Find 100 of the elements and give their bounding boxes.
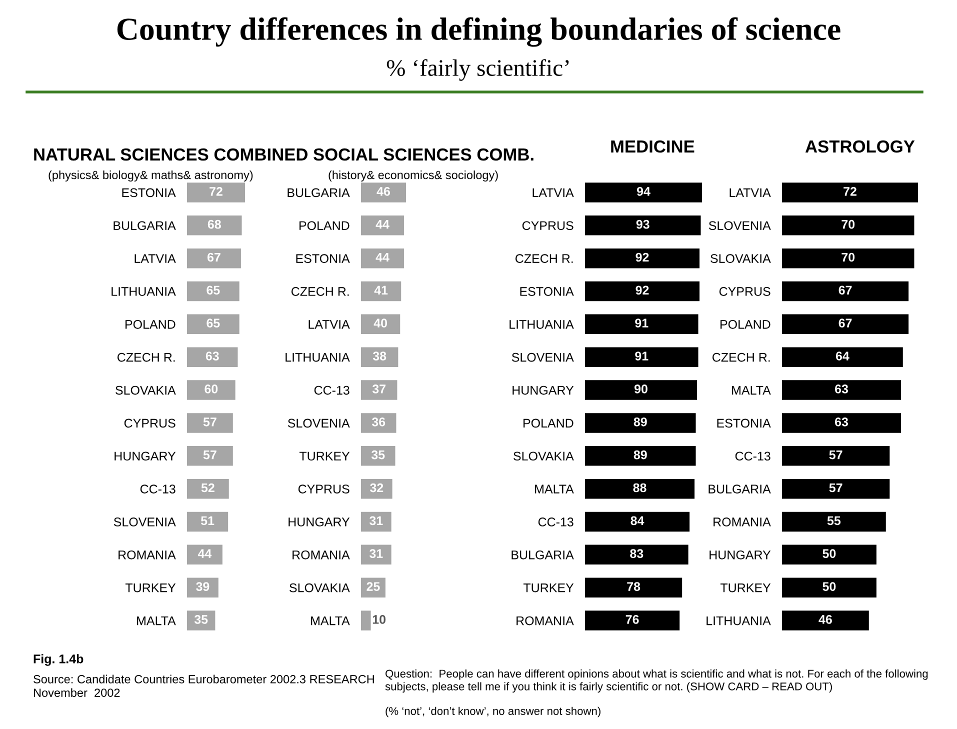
data-label: 63 <box>206 352 219 360</box>
y-tick-label: ROMANIA <box>118 550 176 560</box>
chart-title: NATURAL SCIENCES COMBINED <box>34 148 308 161</box>
y-tick-label: HUNGARY <box>114 452 176 461</box>
data-label: 84 <box>630 516 644 526</box>
data-label: 31 <box>370 549 383 558</box>
data-label: 44 <box>376 252 390 262</box>
bar <box>782 380 901 400</box>
y-tick-label: POLAND <box>720 320 770 329</box>
bar <box>782 314 909 334</box>
y-tick-label: CC-13 <box>538 518 574 526</box>
bar <box>187 478 229 499</box>
y-tick-label: BULGARIA <box>512 550 574 560</box>
bar <box>585 578 682 598</box>
data-label: 40 <box>374 318 388 328</box>
chart-title: MEDICINE <box>611 140 694 153</box>
data-label: 60 <box>204 384 218 394</box>
bar <box>782 216 914 236</box>
bar <box>187 314 240 334</box>
y-tick-label: POLAND <box>524 418 574 428</box>
data-label: 68 <box>208 220 221 229</box>
source-note: Source: Candidate Countries Eurobarometer 2002.3 RESEARCH November 2002 <box>34 674 374 697</box>
data-label: 57 <box>829 483 842 492</box>
bar <box>361 347 398 367</box>
data-label: 89 <box>634 450 647 460</box>
y-tick-label: ROMANIA <box>292 550 350 560</box>
data-label: 72 <box>844 186 856 196</box>
data-label: 72 <box>210 186 222 196</box>
bar <box>782 347 903 367</box>
data-label: 44 <box>198 549 212 558</box>
y-tick-label: LATVIA <box>308 320 350 329</box>
data-label: 92 <box>636 252 649 262</box>
y-tick-label: LITHUANIA <box>706 616 771 626</box>
chart-title: SOCIAL SCIENCES COMB. <box>314 148 534 161</box>
y-tick-label: CYPRUS <box>522 221 574 230</box>
y-tick-label: HUNGARY <box>710 550 771 560</box>
bar <box>585 544 688 565</box>
bar <box>187 413 233 433</box>
data-label: 88 <box>633 483 646 492</box>
y-tick-label: SLOVAKIA <box>514 452 574 461</box>
caption: Fig. 1.4b <box>34 654 84 666</box>
y-tick-label: CZECH R. <box>515 254 573 263</box>
y-tick-label: ROMANIA <box>516 616 574 626</box>
y-tick-label: HUNGARY <box>512 386 574 395</box>
data-label: 63 <box>835 384 848 394</box>
data-label: 51 <box>200 516 214 526</box>
data-label: 67 <box>207 252 220 262</box>
data-label: 35 <box>371 450 385 460</box>
bar <box>361 281 402 302</box>
y-tick-label: TURKEY <box>720 584 771 592</box>
y-tick-label: POLAND <box>126 320 176 329</box>
y-tick-label: SLOVENIA <box>708 221 771 230</box>
data-label: 46 <box>376 186 390 196</box>
y-tick-label: LATVIA <box>730 188 771 197</box>
bar <box>782 578 876 598</box>
y-tick-label: LITHUANIA <box>286 353 350 362</box>
bar <box>585 347 698 367</box>
y-tick-label: CC-13 <box>735 452 770 461</box>
y-tick-label: TURKEY <box>125 584 176 592</box>
y-tick-label: BULGARIA <box>114 221 176 230</box>
data-label: 89 <box>634 417 647 426</box>
y-tick-label: ROMANIA <box>714 518 771 526</box>
data-label: 65 <box>206 286 220 295</box>
y-tick-label: LITHUANIA <box>510 320 574 329</box>
data-label: 83 <box>630 549 644 558</box>
data-label: 91 <box>635 352 648 360</box>
bar <box>361 446 396 466</box>
data-label: 31 <box>370 516 383 526</box>
bar <box>187 347 238 367</box>
data-label: 39 <box>196 582 210 591</box>
data-label: 32 <box>370 483 384 492</box>
bar <box>782 413 901 433</box>
data-label: 52 <box>201 483 214 492</box>
bar <box>187 216 242 236</box>
bar <box>782 248 914 268</box>
bar <box>187 578 218 598</box>
bar <box>187 281 240 302</box>
bar <box>585 446 696 466</box>
bar <box>782 446 890 466</box>
y-tick-label: BULGARIA <box>708 484 771 494</box>
y-tick-label: LATVIA <box>134 254 176 263</box>
bar <box>361 380 398 400</box>
y-tick-label: LATVIA <box>532 188 574 197</box>
y-tick-label: MALTA <box>311 616 350 626</box>
bar <box>187 512 228 532</box>
y-tick-label: CYPRUS <box>124 418 176 428</box>
y-tick-label: CYPRUS <box>298 484 350 494</box>
bar <box>782 610 869 630</box>
data-label: 76 <box>626 615 639 624</box>
bar <box>585 610 680 630</box>
y-tick-label: CZECH R. <box>117 352 175 362</box>
bar <box>361 248 404 268</box>
y-tick-label: SLOVAKIA <box>290 583 350 592</box>
bar <box>187 182 245 202</box>
y-tick-label: MALTA <box>732 386 771 395</box>
y-tick-label: CZECH R. <box>291 287 349 296</box>
data-label: 92 <box>636 286 649 295</box>
bar <box>361 182 406 202</box>
y-tick-label: CZECH R. <box>712 352 770 362</box>
bar <box>361 512 392 532</box>
